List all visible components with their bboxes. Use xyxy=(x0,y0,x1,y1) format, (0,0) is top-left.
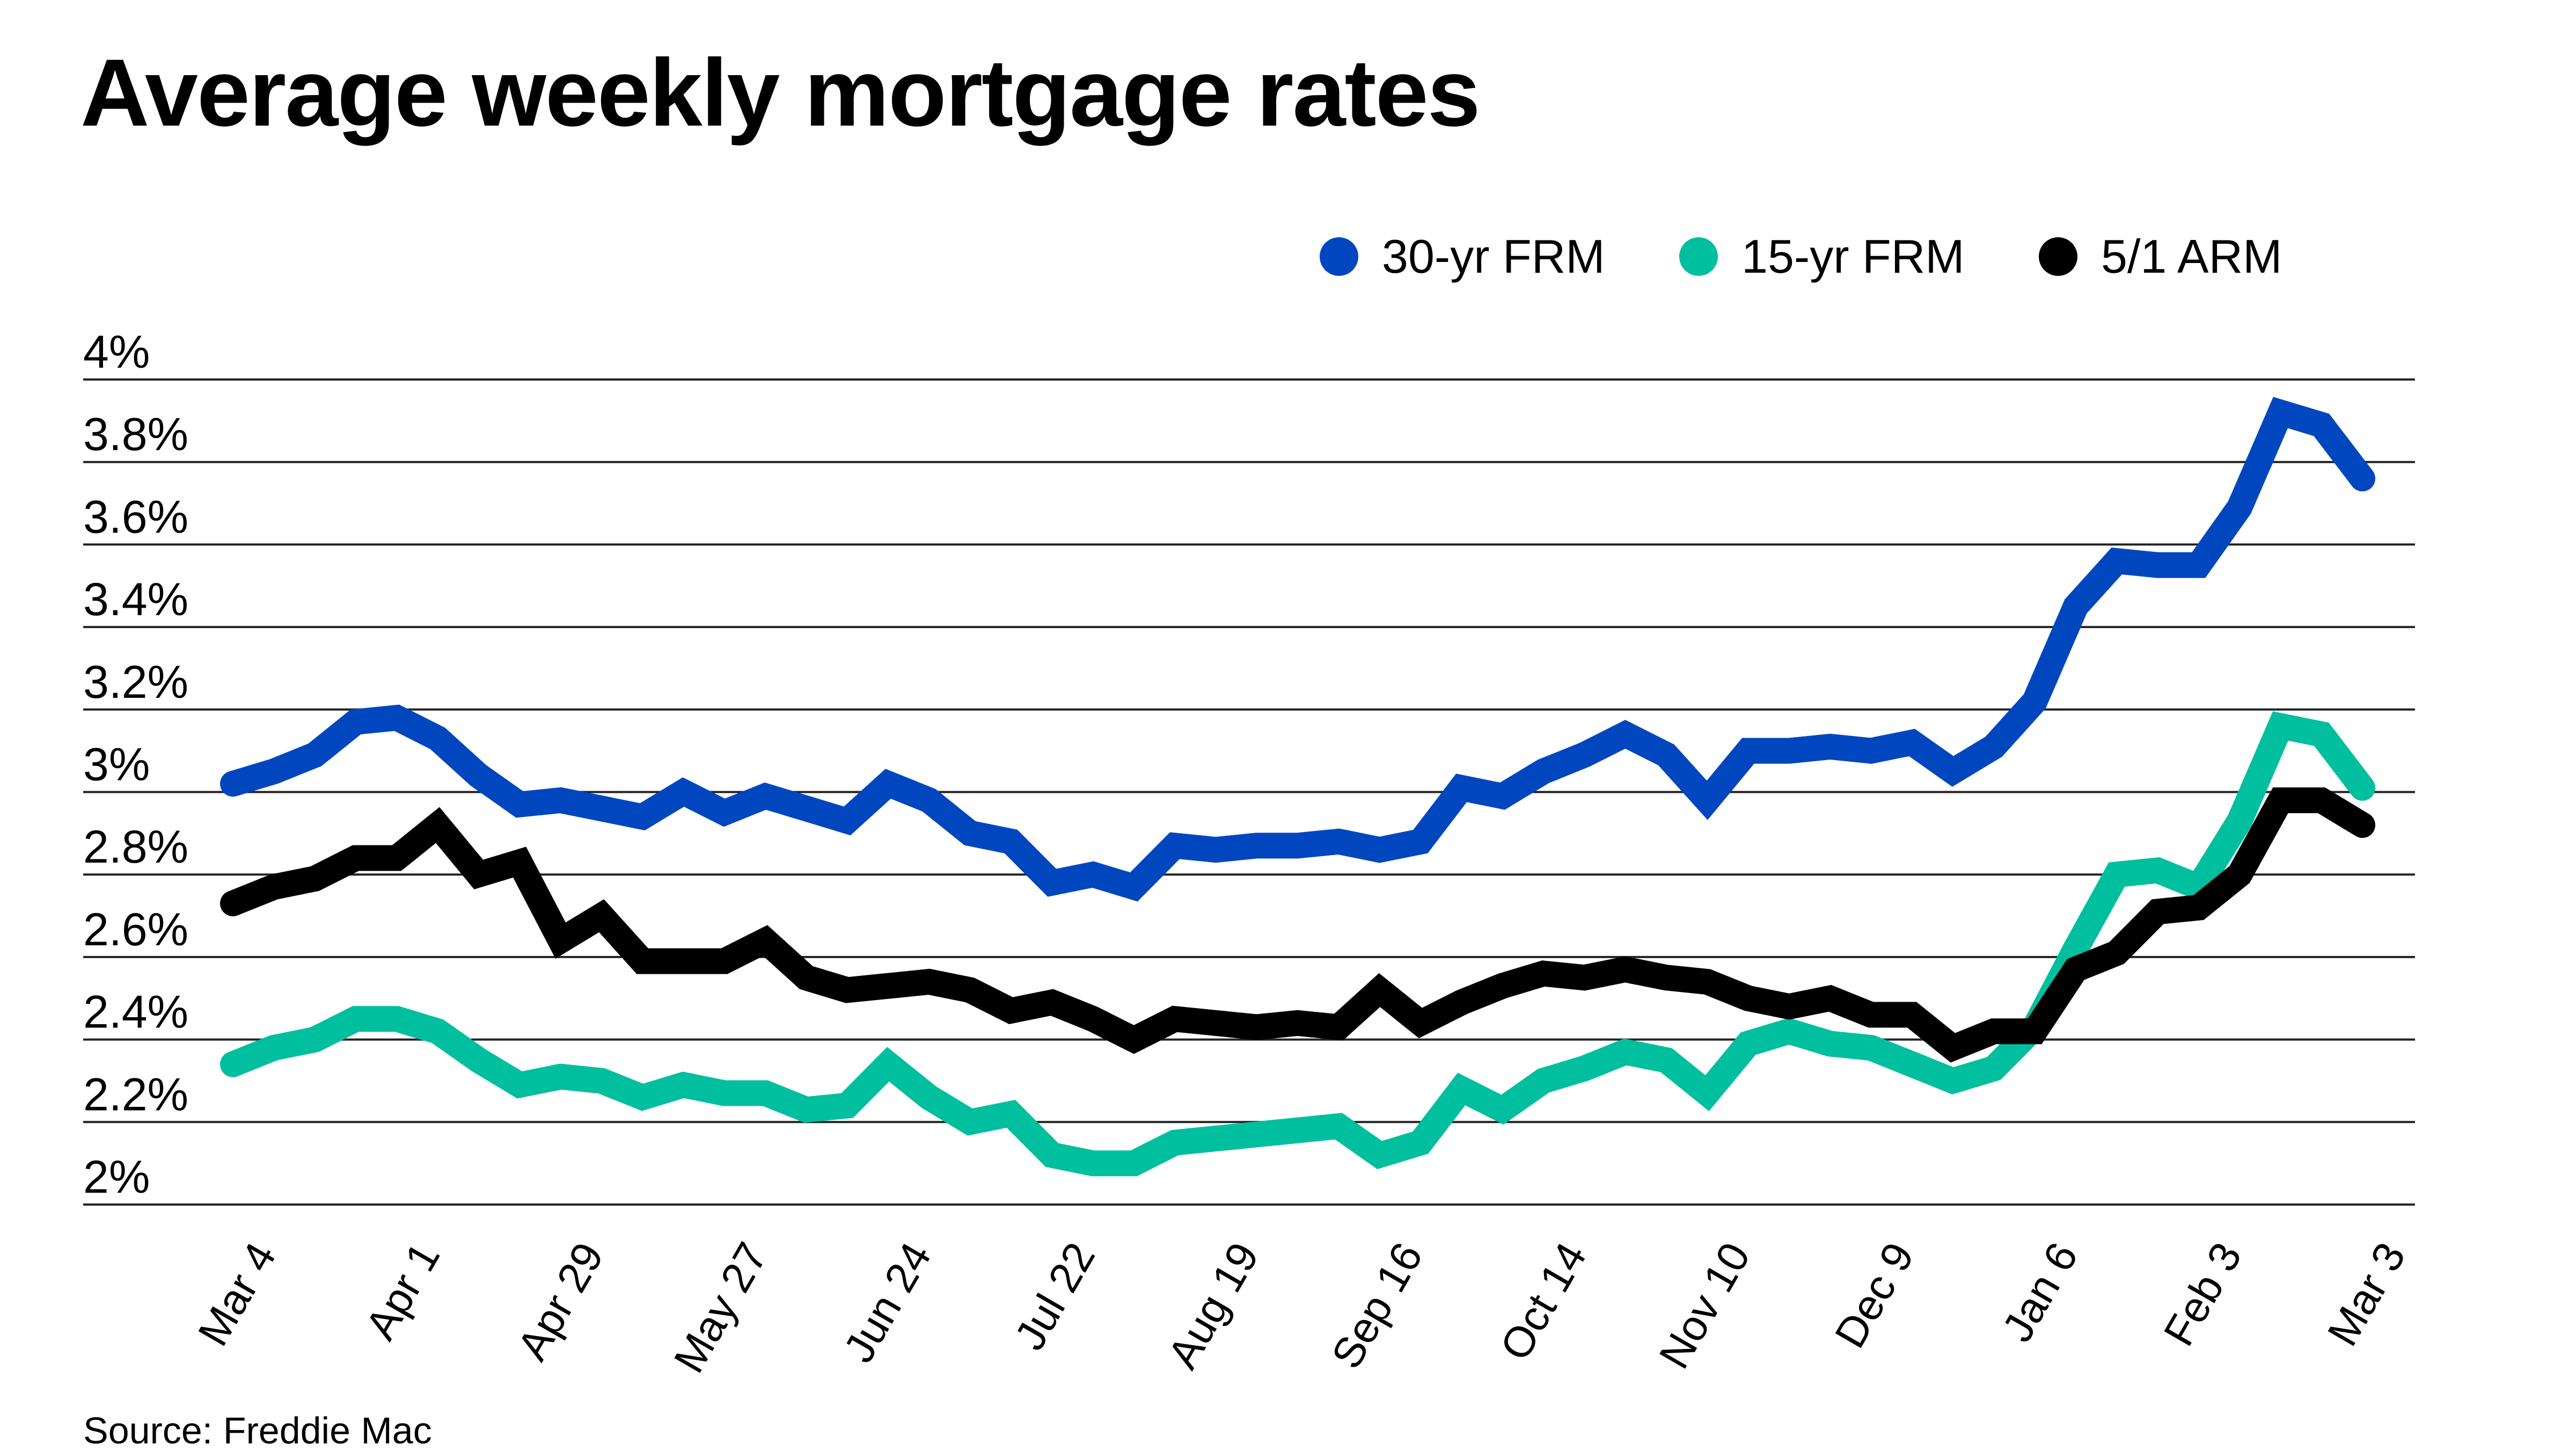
y-tick-label: 4% xyxy=(83,326,150,378)
x-tick-label: Nov 10 xyxy=(1650,1235,1759,1376)
x-tick-label: May 27 xyxy=(665,1235,777,1381)
legend-marker xyxy=(1320,237,1358,276)
legend-item: 30-yr FRM xyxy=(1320,230,1605,283)
legend-marker xyxy=(1679,237,1718,276)
legend-label: 30-yr FRM xyxy=(1382,230,1605,283)
y-tick-label: 3.8% xyxy=(83,409,188,461)
x-tick-label: Oct 14 xyxy=(1491,1235,1596,1368)
x-tick-label: Apr 1 xyxy=(356,1235,449,1347)
x-tick-label: Mar 3 xyxy=(2318,1235,2414,1354)
y-tick-label: 2.6% xyxy=(83,904,188,955)
y-tick-label: 2.2% xyxy=(83,1069,188,1120)
series-line-1 xyxy=(220,711,2375,1177)
legend-marker xyxy=(2039,237,2077,276)
legend-item: 5/1 ARM xyxy=(2039,230,2282,283)
x-tick-label: Jan 6 xyxy=(1993,1235,2087,1349)
chart-title: Average weekly mortgage rates xyxy=(80,39,1481,146)
x-tick-label: Mar 4 xyxy=(189,1235,285,1354)
x-tick-label: Feb 3 xyxy=(2154,1235,2250,1354)
y-tick-label: 3.4% xyxy=(83,574,188,625)
y-tick-label: 3.2% xyxy=(83,656,188,708)
x-tick-label: Apr 29 xyxy=(508,1235,613,1368)
x-tick-label: Jun 24 xyxy=(835,1235,940,1370)
y-tick-label: 2.8% xyxy=(83,821,188,873)
x-tick-label: Sep 16 xyxy=(1322,1235,1432,1376)
x-tick-label: Dec 9 xyxy=(1826,1235,1923,1355)
x-tick-label: Jul 22 xyxy=(1005,1235,1104,1358)
y-tick-label: 3.6% xyxy=(83,491,188,543)
source-note: Source: Freddie Mac xyxy=(83,1410,432,1451)
legend-label: 5/1 ARM xyxy=(2101,230,2282,283)
y-tick-label: 3% xyxy=(83,739,150,791)
legend-label: 15-yr FRM xyxy=(1741,230,1965,283)
legend-item: 15-yr FRM xyxy=(1679,230,1965,283)
y-tick-label: 2% xyxy=(83,1151,150,1203)
y-tick-label: 2.4% xyxy=(83,987,188,1038)
x-tick-label: Aug 19 xyxy=(1159,1235,1268,1376)
series-line-2 xyxy=(220,787,2375,1063)
series-line-0 xyxy=(220,397,2375,902)
